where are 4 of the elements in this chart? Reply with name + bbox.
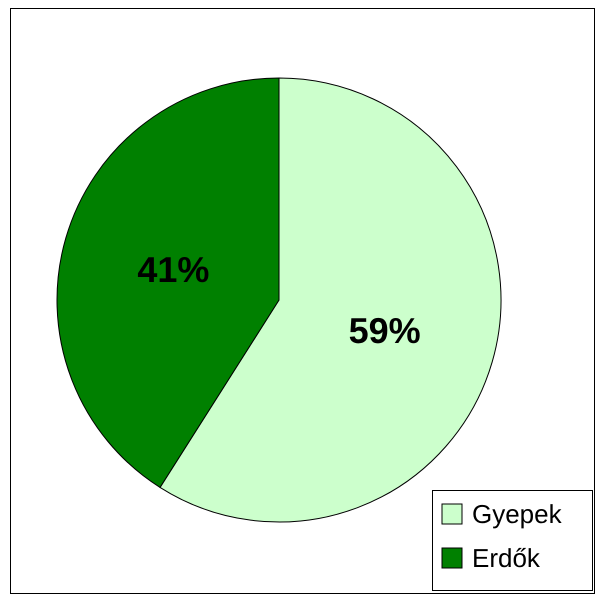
data-label: 41% (137, 248, 210, 290)
legend-label: Erdők (472, 543, 541, 573)
data-label: 59% (348, 310, 421, 352)
legend-label: Gyepek (472, 499, 563, 529)
